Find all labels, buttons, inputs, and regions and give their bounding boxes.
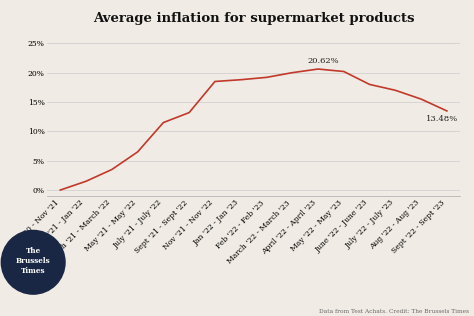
Text: 13.48%: 13.48% — [426, 115, 458, 123]
Title: Average inflation for supermarket products: Average inflation for supermarket produc… — [93, 12, 414, 25]
Circle shape — [1, 230, 65, 294]
Text: The
Brussels
Times: The Brussels Times — [16, 246, 51, 275]
Text: Data from Test Achats. Credit: The Brussels Times: Data from Test Achats. Credit: The Bruss… — [319, 309, 469, 314]
Text: 20.62%: 20.62% — [308, 57, 339, 65]
